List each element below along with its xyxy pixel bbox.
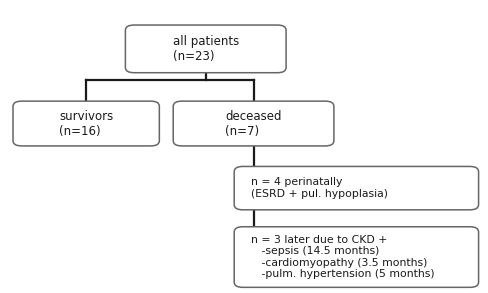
FancyBboxPatch shape — [234, 227, 479, 287]
Text: survivors
(n=16): survivors (n=16) — [59, 110, 113, 137]
FancyBboxPatch shape — [125, 25, 286, 73]
FancyBboxPatch shape — [13, 101, 160, 146]
Text: all patients
(n=23): all patients (n=23) — [173, 35, 239, 63]
Text: n = 4 perinatally
(ESRD + pul. hypoplasia): n = 4 perinatally (ESRD + pul. hypoplasi… — [251, 177, 388, 199]
Text: deceased
(n=7): deceased (n=7) — [225, 110, 282, 137]
FancyBboxPatch shape — [173, 101, 334, 146]
Text: n = 3 later due to CKD +
   -sepsis (14.5 months)
   -cardiomyopathy (3.5 months: n = 3 later due to CKD + -sepsis (14.5 m… — [251, 235, 435, 280]
FancyBboxPatch shape — [234, 166, 479, 210]
